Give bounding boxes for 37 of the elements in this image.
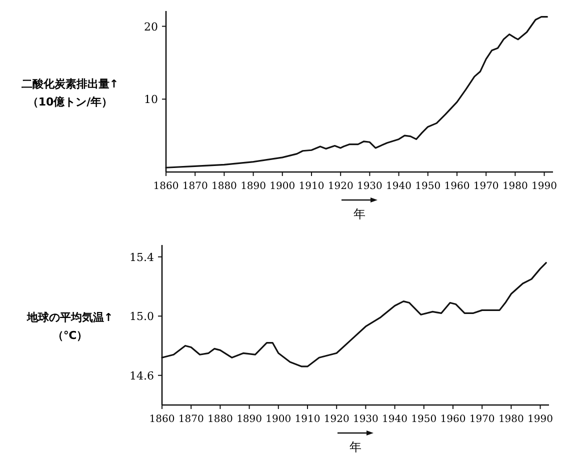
x-tick-label: 1880 <box>207 414 233 425</box>
x-tick-label: 1910 <box>294 414 320 425</box>
x-tick-label: 1870 <box>178 414 204 425</box>
x-axis-title: 年 <box>354 207 366 221</box>
x-tick-label: 1920 <box>324 414 350 425</box>
x-tick-label: 1950 <box>415 181 441 192</box>
y-tick-label: 15.0 <box>130 310 154 324</box>
x-tick-label: 1880 <box>211 181 237 192</box>
y-axis-title: 地球の平均気温↑ （℃） <box>26 311 114 342</box>
x-tick-label: 1900 <box>270 181 296 192</box>
y-tick-label: 15.4 <box>130 250 154 264</box>
x-tick-label: 1940 <box>382 414 408 425</box>
x-tick-label: 1890 <box>240 181 266 192</box>
x-tick-label: 1950 <box>411 414 437 425</box>
x-tick-label: 1870 <box>182 181 208 192</box>
x-tick-label: 1980 <box>502 181 528 192</box>
x-tick-label: 1900 <box>266 414 292 425</box>
x-tick-label: 1980 <box>498 414 524 425</box>
x-tick-label: 1940 <box>386 181 412 192</box>
x-tick-label: 1930 <box>356 181 382 192</box>
x-tick-label: 1860 <box>149 414 175 425</box>
x-tick-label: 1860 <box>153 181 179 192</box>
y-tick-label: 10 <box>144 93 158 106</box>
x-tick-label: 1970 <box>469 414 495 425</box>
x-tick-label: 1970 <box>473 181 499 192</box>
x-axis-title: 年 <box>350 440 362 454</box>
y-axis-title: 二酸化炭素排出量↑ （10億トン/年） <box>21 78 119 108</box>
x-tick-label: 1910 <box>298 181 324 192</box>
x-tick-label: 1890 <box>236 414 262 425</box>
x-tick-label: 1920 <box>328 181 354 192</box>
x-tick-label: 1960 <box>440 414 466 425</box>
x-tick-label: 1930 <box>352 414 378 425</box>
y-tick-label: 20 <box>144 20 158 34</box>
x-tick-label: 1990 <box>528 414 553 425</box>
x-tick-label: 1990 <box>532 181 557 192</box>
y-tick-label: 14.6 <box>130 369 154 382</box>
x-tick-label: 1960 <box>444 181 470 192</box>
